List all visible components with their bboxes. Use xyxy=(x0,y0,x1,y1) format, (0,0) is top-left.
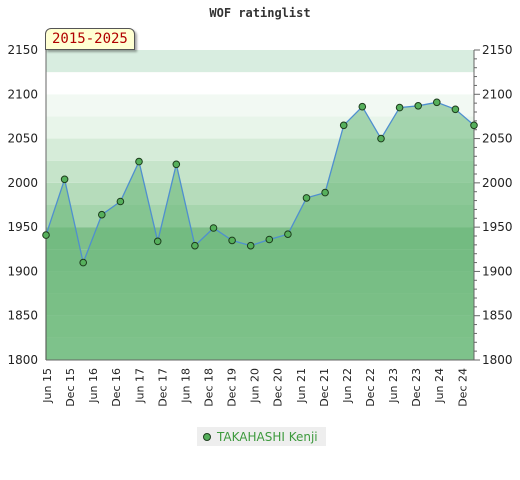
y-tick-label-right: 2150 xyxy=(482,43,513,57)
x-tick-label: Dec 21 xyxy=(318,368,331,407)
y-tick-label-right: 1800 xyxy=(482,353,513,367)
legend-label: TAKAHASHI Kenji xyxy=(217,429,318,444)
x-tick-label: Jun 24 xyxy=(433,368,446,404)
y-tick-label-right: 2100 xyxy=(482,87,513,101)
y-tick-label-left: 1950 xyxy=(7,220,38,234)
y-tick-label-left: 2050 xyxy=(7,132,38,146)
y-tick-label-right: 2000 xyxy=(482,176,513,190)
rating-band xyxy=(46,94,474,117)
y-tick-label-left: 1900 xyxy=(7,264,38,278)
period-badge: 2015-2025 xyxy=(45,28,135,50)
x-tick-label: Dec 15 xyxy=(64,368,77,407)
y-tick-label-right: 1950 xyxy=(482,220,513,234)
x-tick-label: Dec 19 xyxy=(226,368,239,407)
data-point[interactable] xyxy=(135,157,143,166)
data-point[interactable] xyxy=(414,102,423,110)
data-point[interactable] xyxy=(79,258,87,267)
x-tick-label: Dec 16 xyxy=(110,368,123,407)
data-point[interactable] xyxy=(116,197,125,206)
x-tick-label: Dec 24 xyxy=(456,368,469,407)
data-point[interactable] xyxy=(339,121,348,130)
rating-band xyxy=(46,50,474,73)
y-tick-label-left: 2100 xyxy=(7,87,38,101)
data-point[interactable] xyxy=(209,224,218,232)
data-point[interactable] xyxy=(60,175,69,184)
legend-marker xyxy=(203,432,211,441)
data-point[interactable] xyxy=(395,103,404,112)
x-tick-label: Dec 18 xyxy=(203,368,216,407)
data-point[interactable] xyxy=(191,241,199,250)
x-tick-label: Jun 18 xyxy=(179,368,192,404)
x-tick-label: Jun 17 xyxy=(133,368,146,404)
data-point[interactable] xyxy=(358,102,367,111)
x-tick-label: Jun 23 xyxy=(387,368,400,404)
x-tick-label: Jun 16 xyxy=(87,368,100,404)
data-point[interactable] xyxy=(302,194,311,202)
y-tick-label-right: 1900 xyxy=(482,264,513,278)
data-point[interactable] xyxy=(321,188,329,197)
x-tick-label: Dec 22 xyxy=(364,368,377,407)
y-tick-label-left: 2000 xyxy=(7,176,38,190)
rating-band xyxy=(46,72,474,95)
x-tick-labels: Jun 15 Dec 15 Jun 16 Dec 16 Jun 17 Dec 17 Jun … xyxy=(41,368,469,407)
tick-labels: 1800 1800 1850 1850 1900 1900 1950 1950 2000 2000… xyxy=(7,43,512,367)
series-layer xyxy=(42,98,478,267)
y-tick-label-right: 2050 xyxy=(482,132,513,146)
x-tick-label: Jun 20 xyxy=(249,368,262,404)
data-point[interactable] xyxy=(42,231,50,239)
series-area xyxy=(46,102,474,361)
data-point[interactable] xyxy=(284,230,292,238)
chart-title: WOF ratinglist xyxy=(209,6,310,20)
y-tick-label-right: 1850 xyxy=(482,309,513,323)
y-tick-label-left: 1850 xyxy=(7,309,38,323)
data-point[interactable] xyxy=(153,237,162,246)
legend[interactable]: TAKAHASHI Kenji xyxy=(197,427,326,446)
data-point[interactable] xyxy=(451,105,460,114)
x-tick-label: Dec 23 xyxy=(410,368,423,407)
data-point[interactable] xyxy=(265,235,274,244)
x-tick-label: Jun 15 xyxy=(41,368,54,404)
data-point[interactable] xyxy=(228,236,236,245)
data-point[interactable] xyxy=(433,98,441,107)
x-tick-label: Dec 17 xyxy=(156,368,169,407)
data-point[interactable] xyxy=(246,241,255,250)
data-point[interactable] xyxy=(172,160,181,169)
data-point[interactable] xyxy=(470,121,478,130)
x-tick-label: Jun 21 xyxy=(295,368,308,404)
x-tick-label: Dec 20 xyxy=(272,368,285,407)
data-point[interactable] xyxy=(377,134,385,143)
axes xyxy=(45,49,480,361)
y-tick-label-left: 2150 xyxy=(7,43,38,57)
y-tick-label-left: 1800 xyxy=(7,353,38,367)
data-point[interactable] xyxy=(98,210,106,219)
x-tick-label: Jun 22 xyxy=(341,368,354,404)
